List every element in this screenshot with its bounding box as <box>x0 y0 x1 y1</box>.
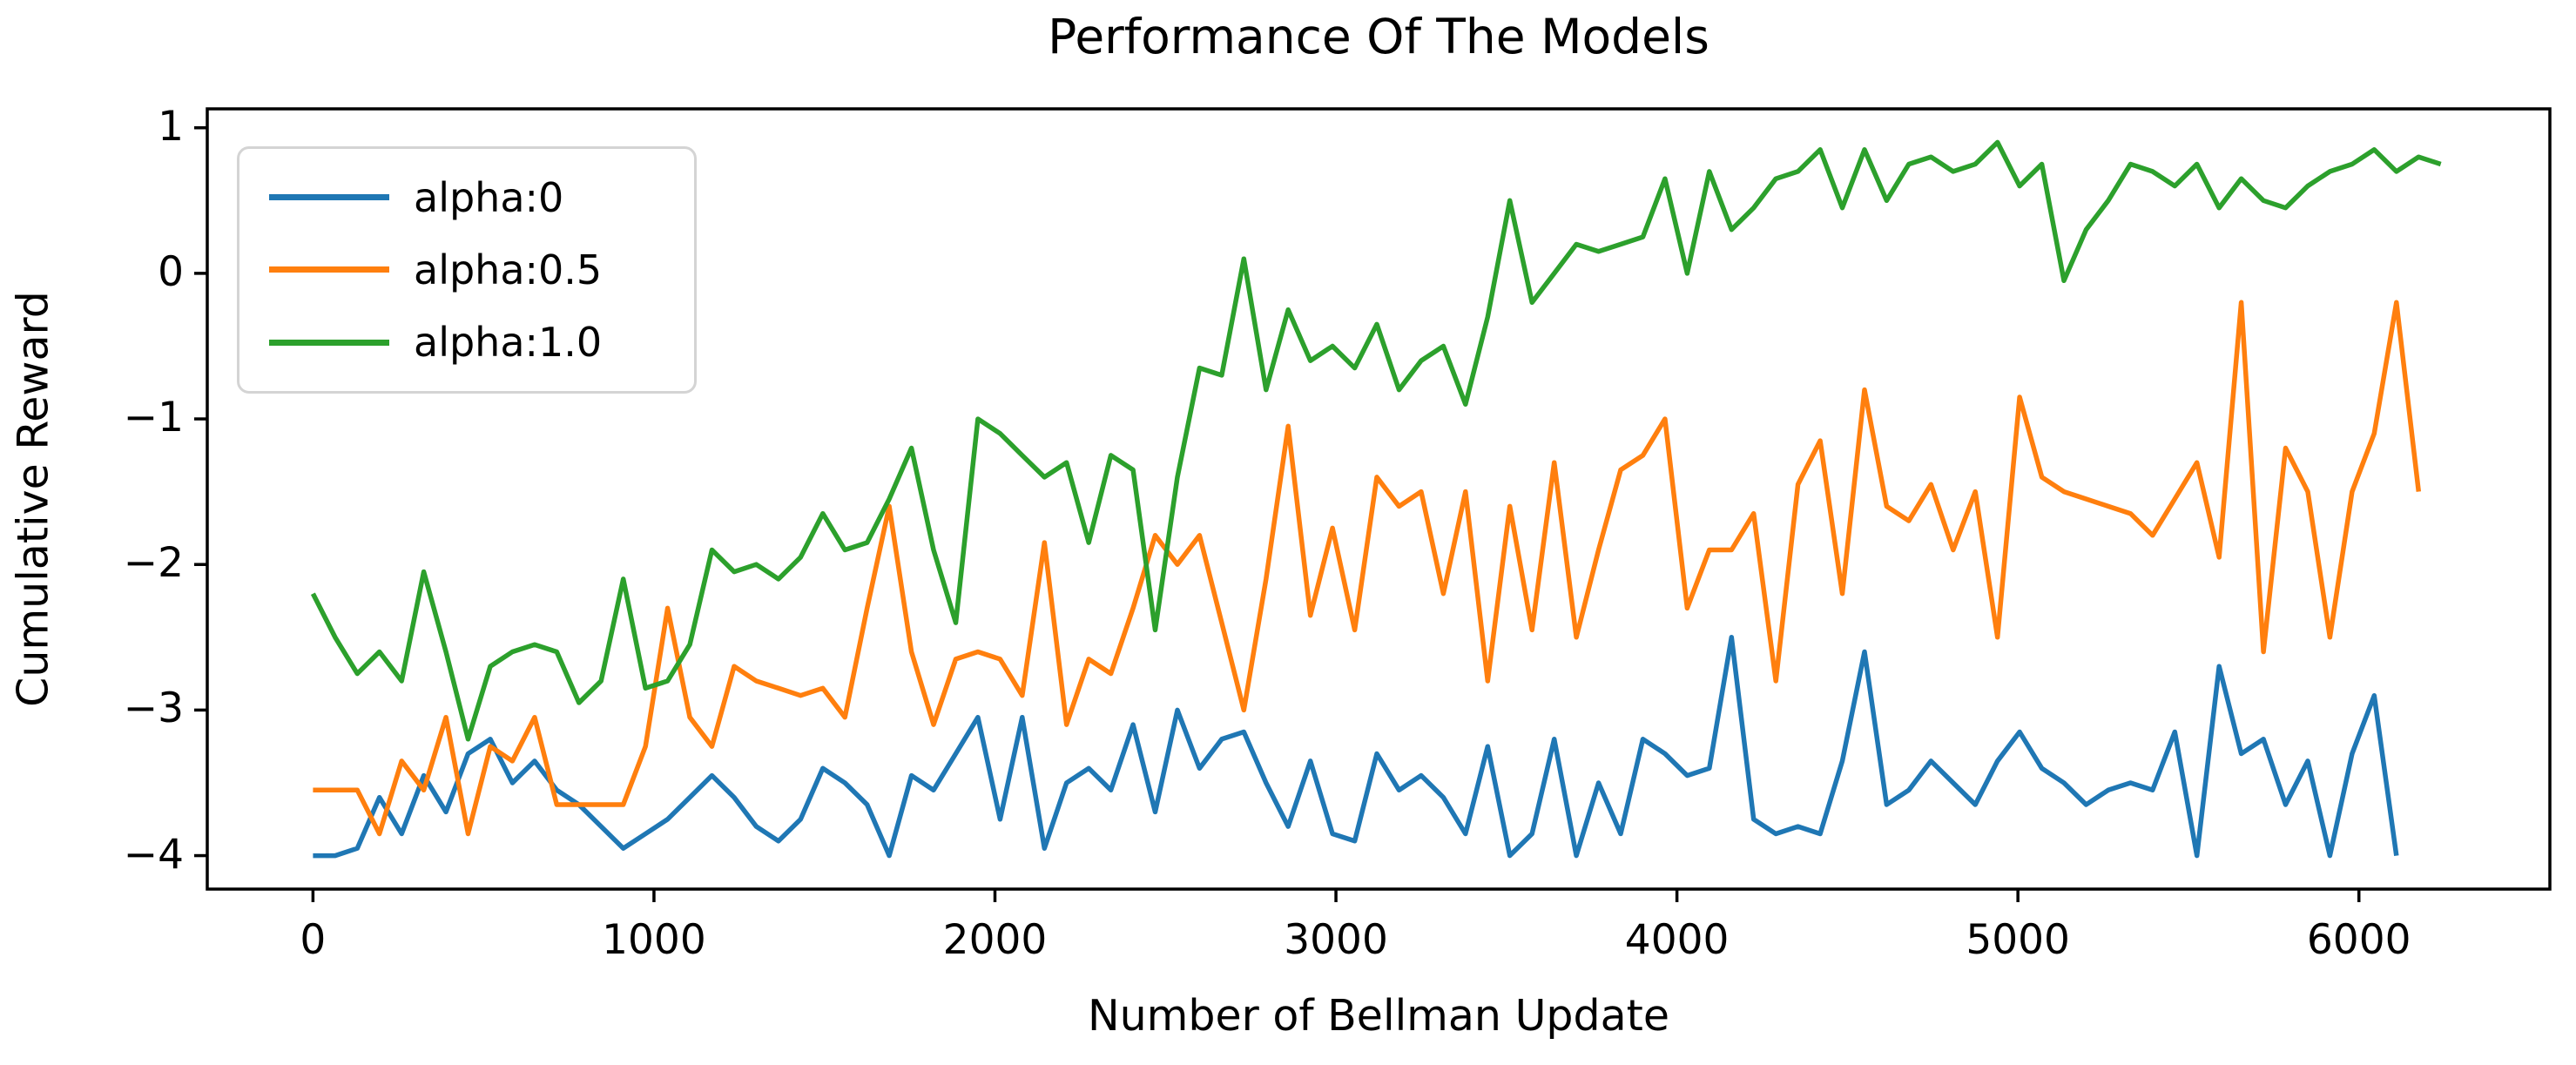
y-tick-label: 0 <box>158 247 184 296</box>
y-axis-label: Cumulative Reward <box>8 291 58 707</box>
x-tick-label: 1000 <box>602 916 706 964</box>
y-tick-label: −1 <box>123 394 184 442</box>
x-tick-label: 2000 <box>942 916 1048 964</box>
x-axis-label: Number of Bellman Update <box>1087 991 1670 1041</box>
x-tick-label: 6000 <box>2306 916 2411 964</box>
chart-title: Performance Of The Models <box>1048 9 1709 64</box>
y-tick-label: 1 <box>158 102 184 151</box>
line-series-alpha:0.5 <box>313 300 2422 837</box>
legend-entry-alpha-1.0: alpha:1.0 <box>269 322 694 362</box>
y-tick-label: −3 <box>123 684 184 733</box>
x-tick-label: 4000 <box>1624 916 1730 964</box>
legend-entry-alpha-0: alpha:0 <box>269 178 694 218</box>
legend-label: alpha:0 <box>414 173 564 221</box>
line-series-alpha:1.0 <box>310 139 2442 742</box>
x-tick-label: 0 <box>300 916 327 964</box>
legend-label: alpha:0.5 <box>414 246 603 293</box>
y-tick-label: −4 <box>123 830 184 879</box>
legend-line-swatch-green <box>269 339 389 346</box>
line-series-alpha:0 <box>313 635 2399 859</box>
plot-area-border <box>206 107 2552 891</box>
x-tick-label: 3000 <box>1284 916 1388 964</box>
x-tick-label: 5000 <box>1966 916 2070 964</box>
legend-line-swatch-blue <box>269 194 389 201</box>
legend: alpha:0 alpha:0.5 alpha:1.0 <box>237 146 697 394</box>
y-tick-label: −2 <box>123 539 184 588</box>
legend-line-swatch-orange <box>269 266 389 273</box>
legend-label: alpha:1.0 <box>414 319 603 367</box>
legend-entry-alpha-0.5: alpha:0.5 <box>269 250 694 290</box>
